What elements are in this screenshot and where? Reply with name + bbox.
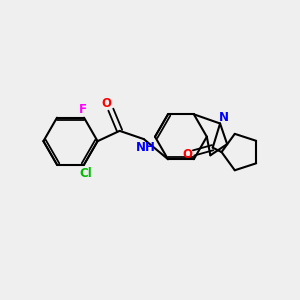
Text: F: F: [79, 103, 87, 116]
Text: Cl: Cl: [79, 167, 92, 180]
Text: O: O: [101, 97, 111, 110]
Text: O: O: [182, 148, 192, 161]
Text: N: N: [219, 110, 229, 124]
Text: NH: NH: [136, 141, 156, 154]
